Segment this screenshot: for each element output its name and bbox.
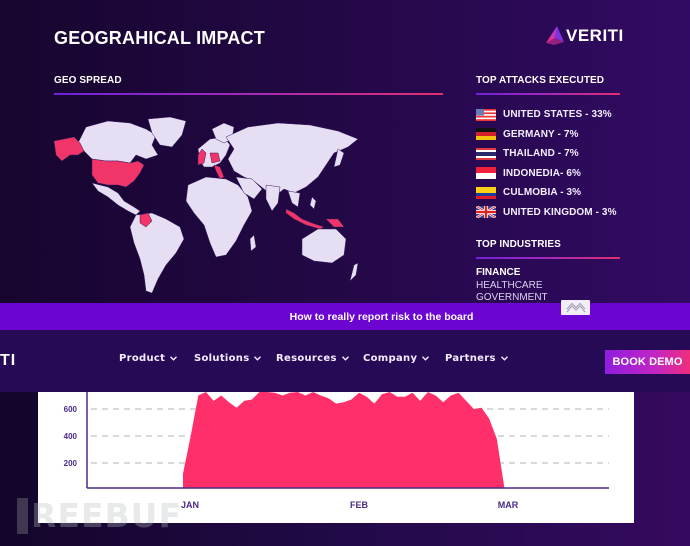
attack-label: GERMANY - 7% [503, 128, 579, 140]
attack-label: UNITED STATES - 33% [503, 109, 612, 121]
attack-label: INDONEDIA- 6% [503, 167, 581, 179]
attacks-chart: 200 400 600 JAN FEB MAR [38, 392, 634, 523]
collapse-button[interactable] [561, 300, 590, 315]
germany-flag-icon [476, 128, 496, 141]
attack-label: CULMOBIA - 3% [503, 187, 582, 199]
y-axis-labels: 200 400 600 [64, 405, 78, 468]
top-industries-divider [476, 257, 620, 259]
nav-item-label: Solutions [194, 353, 250, 364]
chevron-down-icon [500, 356, 508, 361]
chart-area-series [183, 392, 558, 488]
book-demo-button[interactable]: BOOK DEMO [605, 350, 690, 374]
svg-text:FEB: FEB [350, 500, 369, 510]
svg-text:200: 200 [64, 459, 78, 468]
indonesia-flag-icon [476, 167, 496, 180]
nav-item-label: Resources [276, 353, 337, 364]
top-attacks-divider [476, 93, 620, 95]
top-attacks-list: UNITED STATES - 33% GERMANY - 7% THAILAN… [476, 105, 617, 222]
world-map-svg [53, 116, 359, 294]
veriti-logo: VERITI [546, 26, 624, 46]
nav-item-partners[interactable]: Partners [445, 353, 515, 364]
chevron-down-icon [170, 356, 178, 361]
attack-row-indonesia: INDONEDIA- 6% [476, 164, 617, 184]
nav-item-label: Product [119, 353, 166, 364]
slide-title: GEOGRAHICAL IMPACT [54, 28, 265, 48]
top-attacks-label: TOP ATTACKS EXECUTED [476, 75, 605, 86]
nav-menu: Product Solutions Resources Company Part… [119, 353, 515, 364]
x-axis-labels: JAN FEB MAR [181, 500, 519, 510]
attack-row-us: UNITED STATES - 33% [476, 105, 617, 125]
thailand-flag-icon [476, 147, 496, 160]
top-industries-label: TOP INDUSTRIES [476, 239, 561, 250]
attack-row-uk: UNITED KINGDOM - 3% [476, 203, 617, 223]
industry-item: HEALTHCARE [476, 279, 543, 291]
logo-text: VERITI [566, 26, 624, 45]
nav-logo[interactable]: TI [0, 352, 17, 369]
attack-label: UNITED KINGDOM - 3% [503, 206, 617, 218]
nav-item-resources[interactable]: Resources [276, 353, 363, 364]
svg-text:400: 400 [64, 432, 78, 441]
attack-row-germany: GERMANY - 7% [476, 125, 617, 145]
uk-flag-icon [476, 206, 496, 219]
attack-row-thailand: THAILAND - 7% [476, 144, 617, 164]
us-flag-icon [476, 108, 496, 121]
svg-text:MAR: MAR [498, 500, 519, 510]
chevron-down-icon [254, 356, 262, 361]
industries-list: FINANCE HEALTHCARE GOVERNMENT [476, 267, 548, 305]
double-chevron-up-icon [566, 302, 585, 312]
nav-item-product[interactable]: Product [119, 353, 194, 364]
industry-item: FINANCE [476, 267, 521, 278]
area-chart-svg: 200 400 600 JAN FEB MAR [64, 392, 609, 510]
svg-text:JAN: JAN [181, 500, 199, 510]
promo-link[interactable]: How to really report risk to the board [289, 310, 474, 323]
watermark-text: REEBUF [31, 496, 182, 535]
geo-spread-label: GEO SPREAD [54, 75, 122, 86]
svg-text:600: 600 [64, 405, 78, 414]
watermark-bar [17, 498, 28, 534]
geographical-impact-slide: GEOGRAHICAL IMPACT VERITI GEO SPREAD [0, 0, 690, 305]
attack-row-colombia: CULMOBIA - 3% [476, 183, 617, 203]
geo-spread-divider [54, 93, 443, 95]
nav-item-label: Company [363, 353, 418, 364]
freebuf-watermark: REEBUF [17, 498, 182, 534]
attack-label: THAILAND - 7% [503, 148, 579, 160]
colombia-flag-icon [476, 186, 496, 199]
industry-item: GOVERNMENT [476, 292, 548, 303]
main-navbar: TI Product Solutions Resources Company P… [0, 330, 690, 392]
chevron-down-icon [341, 356, 349, 361]
nav-item-company[interactable]: Company [363, 353, 445, 364]
veriti-logo-icon [546, 26, 564, 45]
chevron-down-icon [422, 356, 430, 361]
nav-item-solutions[interactable]: Solutions [194, 353, 276, 364]
nav-item-label: Partners [445, 353, 496, 364]
world-map [48, 115, 368, 300]
